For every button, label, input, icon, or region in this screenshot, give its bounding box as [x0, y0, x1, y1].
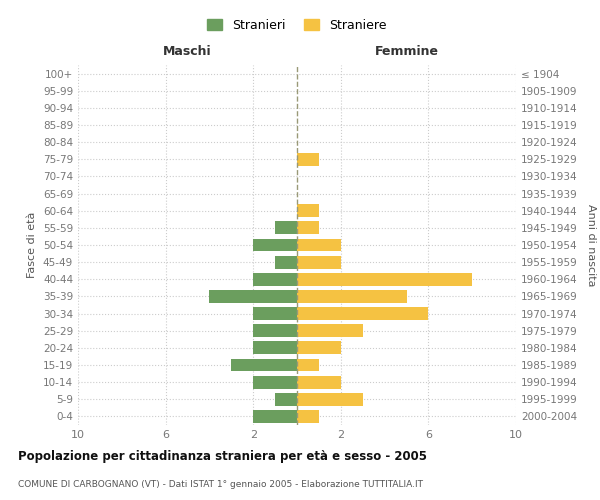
Text: Femmine: Femmine [374, 45, 439, 58]
Bar [297, 290, 407, 303]
Bar [297, 324, 362, 337]
Bar [209, 290, 297, 303]
Bar [297, 238, 341, 252]
Bar [253, 324, 297, 337]
Bar [253, 273, 297, 285]
Legend: Stranieri, Straniere: Stranieri, Straniere [202, 14, 392, 36]
Bar [253, 307, 297, 320]
Bar [253, 376, 297, 388]
Bar [297, 273, 472, 285]
Bar [297, 342, 341, 354]
Text: Maschi: Maschi [163, 45, 212, 58]
Bar [253, 342, 297, 354]
Bar [297, 204, 319, 217]
Bar [297, 376, 341, 388]
Bar [297, 222, 319, 234]
Bar [275, 256, 297, 268]
Y-axis label: Fasce di età: Fasce di età [28, 212, 37, 278]
Bar [297, 393, 362, 406]
Bar [275, 393, 297, 406]
Bar [253, 410, 297, 423]
Bar [253, 238, 297, 252]
Y-axis label: Anni di nascita: Anni di nascita [586, 204, 596, 286]
Bar [297, 153, 319, 166]
Text: COMUNE DI CARBOGNANO (VT) - Dati ISTAT 1° gennaio 2005 - Elaborazione TUTTITALIA: COMUNE DI CARBOGNANO (VT) - Dati ISTAT 1… [18, 480, 423, 489]
Bar [297, 307, 428, 320]
Bar [297, 358, 319, 372]
Bar [275, 222, 297, 234]
Bar [232, 358, 297, 372]
Bar [297, 256, 341, 268]
Bar [297, 410, 319, 423]
Text: Popolazione per cittadinanza straniera per età e sesso - 2005: Popolazione per cittadinanza straniera p… [18, 450, 427, 463]
